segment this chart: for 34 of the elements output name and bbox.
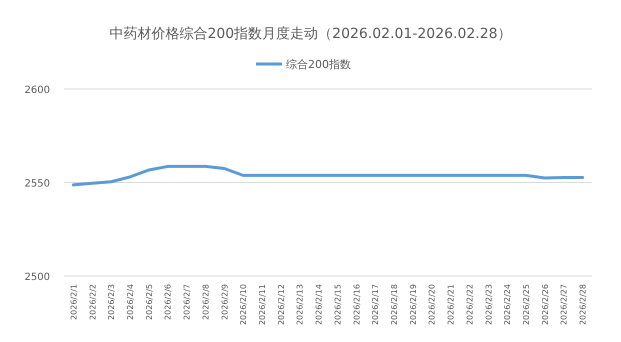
- x-tick-label: 2026/2/18: [390, 284, 399, 326]
- x-tick-label: 2026/2/4: [126, 284, 135, 320]
- x-tick-label: 2026/2/13: [296, 284, 305, 326]
- x-tick-label: 2026/2/15: [333, 284, 342, 326]
- x-tick-label: 2026/2/1: [69, 284, 78, 320]
- x-tick-label: 2026/2/25: [522, 284, 531, 326]
- x-tick-label: 2026/2/22: [465, 284, 474, 326]
- x-tick-label: 2026/2/5: [144, 284, 154, 320]
- x-tick-label: 2026/2/10: [239, 284, 248, 326]
- chart-title: 中药材价格综合200指数月度走动（2026.02.01-2026.02.28）: [109, 26, 512, 42]
- x-tick-label: 2026/2/3: [107, 284, 116, 320]
- x-tick-label: 2026/2/19: [408, 284, 418, 326]
- x-tick-label: 2026/2/11: [258, 284, 267, 326]
- legend-label: 综合200指数: [286, 58, 351, 71]
- x-tick-label: 2026/2/16: [352, 284, 362, 326]
- x-tick-label: 2026/2/14: [314, 284, 324, 326]
- x-tick-label: 2026/2/24: [503, 284, 512, 326]
- y-tick-label: 2500: [24, 272, 50, 283]
- x-tick-label: 2026/2/7: [182, 284, 192, 320]
- y-tick-label: 2600: [24, 85, 50, 96]
- x-tick-label: 2026/2/2: [88, 284, 98, 320]
- y-tick-label: 2550: [24, 178, 50, 190]
- x-tick-label: 2026/2/17: [371, 284, 380, 326]
- x-tick-label: 2026/2/23: [484, 284, 494, 326]
- line-series: [72, 164, 584, 186]
- x-tick-label: 2026/2/28: [578, 284, 588, 326]
- x-tick-label: 2026/2/21: [446, 284, 456, 326]
- x-tick-label: 2026/2/27: [560, 284, 569, 326]
- x-tick-label: 2026/2/12: [276, 284, 286, 326]
- x-tick-label: 2026/2/8: [201, 284, 210, 320]
- x-tick-label: 2026/2/26: [540, 284, 550, 326]
- x-tick-label: 2026/2/20: [428, 284, 437, 326]
- x-tick-label: 2026/2/9: [220, 284, 230, 320]
- x-tick-label: 2026/2/6: [164, 284, 173, 320]
